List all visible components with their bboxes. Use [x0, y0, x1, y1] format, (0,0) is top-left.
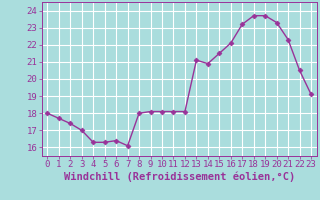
X-axis label: Windchill (Refroidissement éolien,°C): Windchill (Refroidissement éolien,°C) [64, 172, 295, 182]
